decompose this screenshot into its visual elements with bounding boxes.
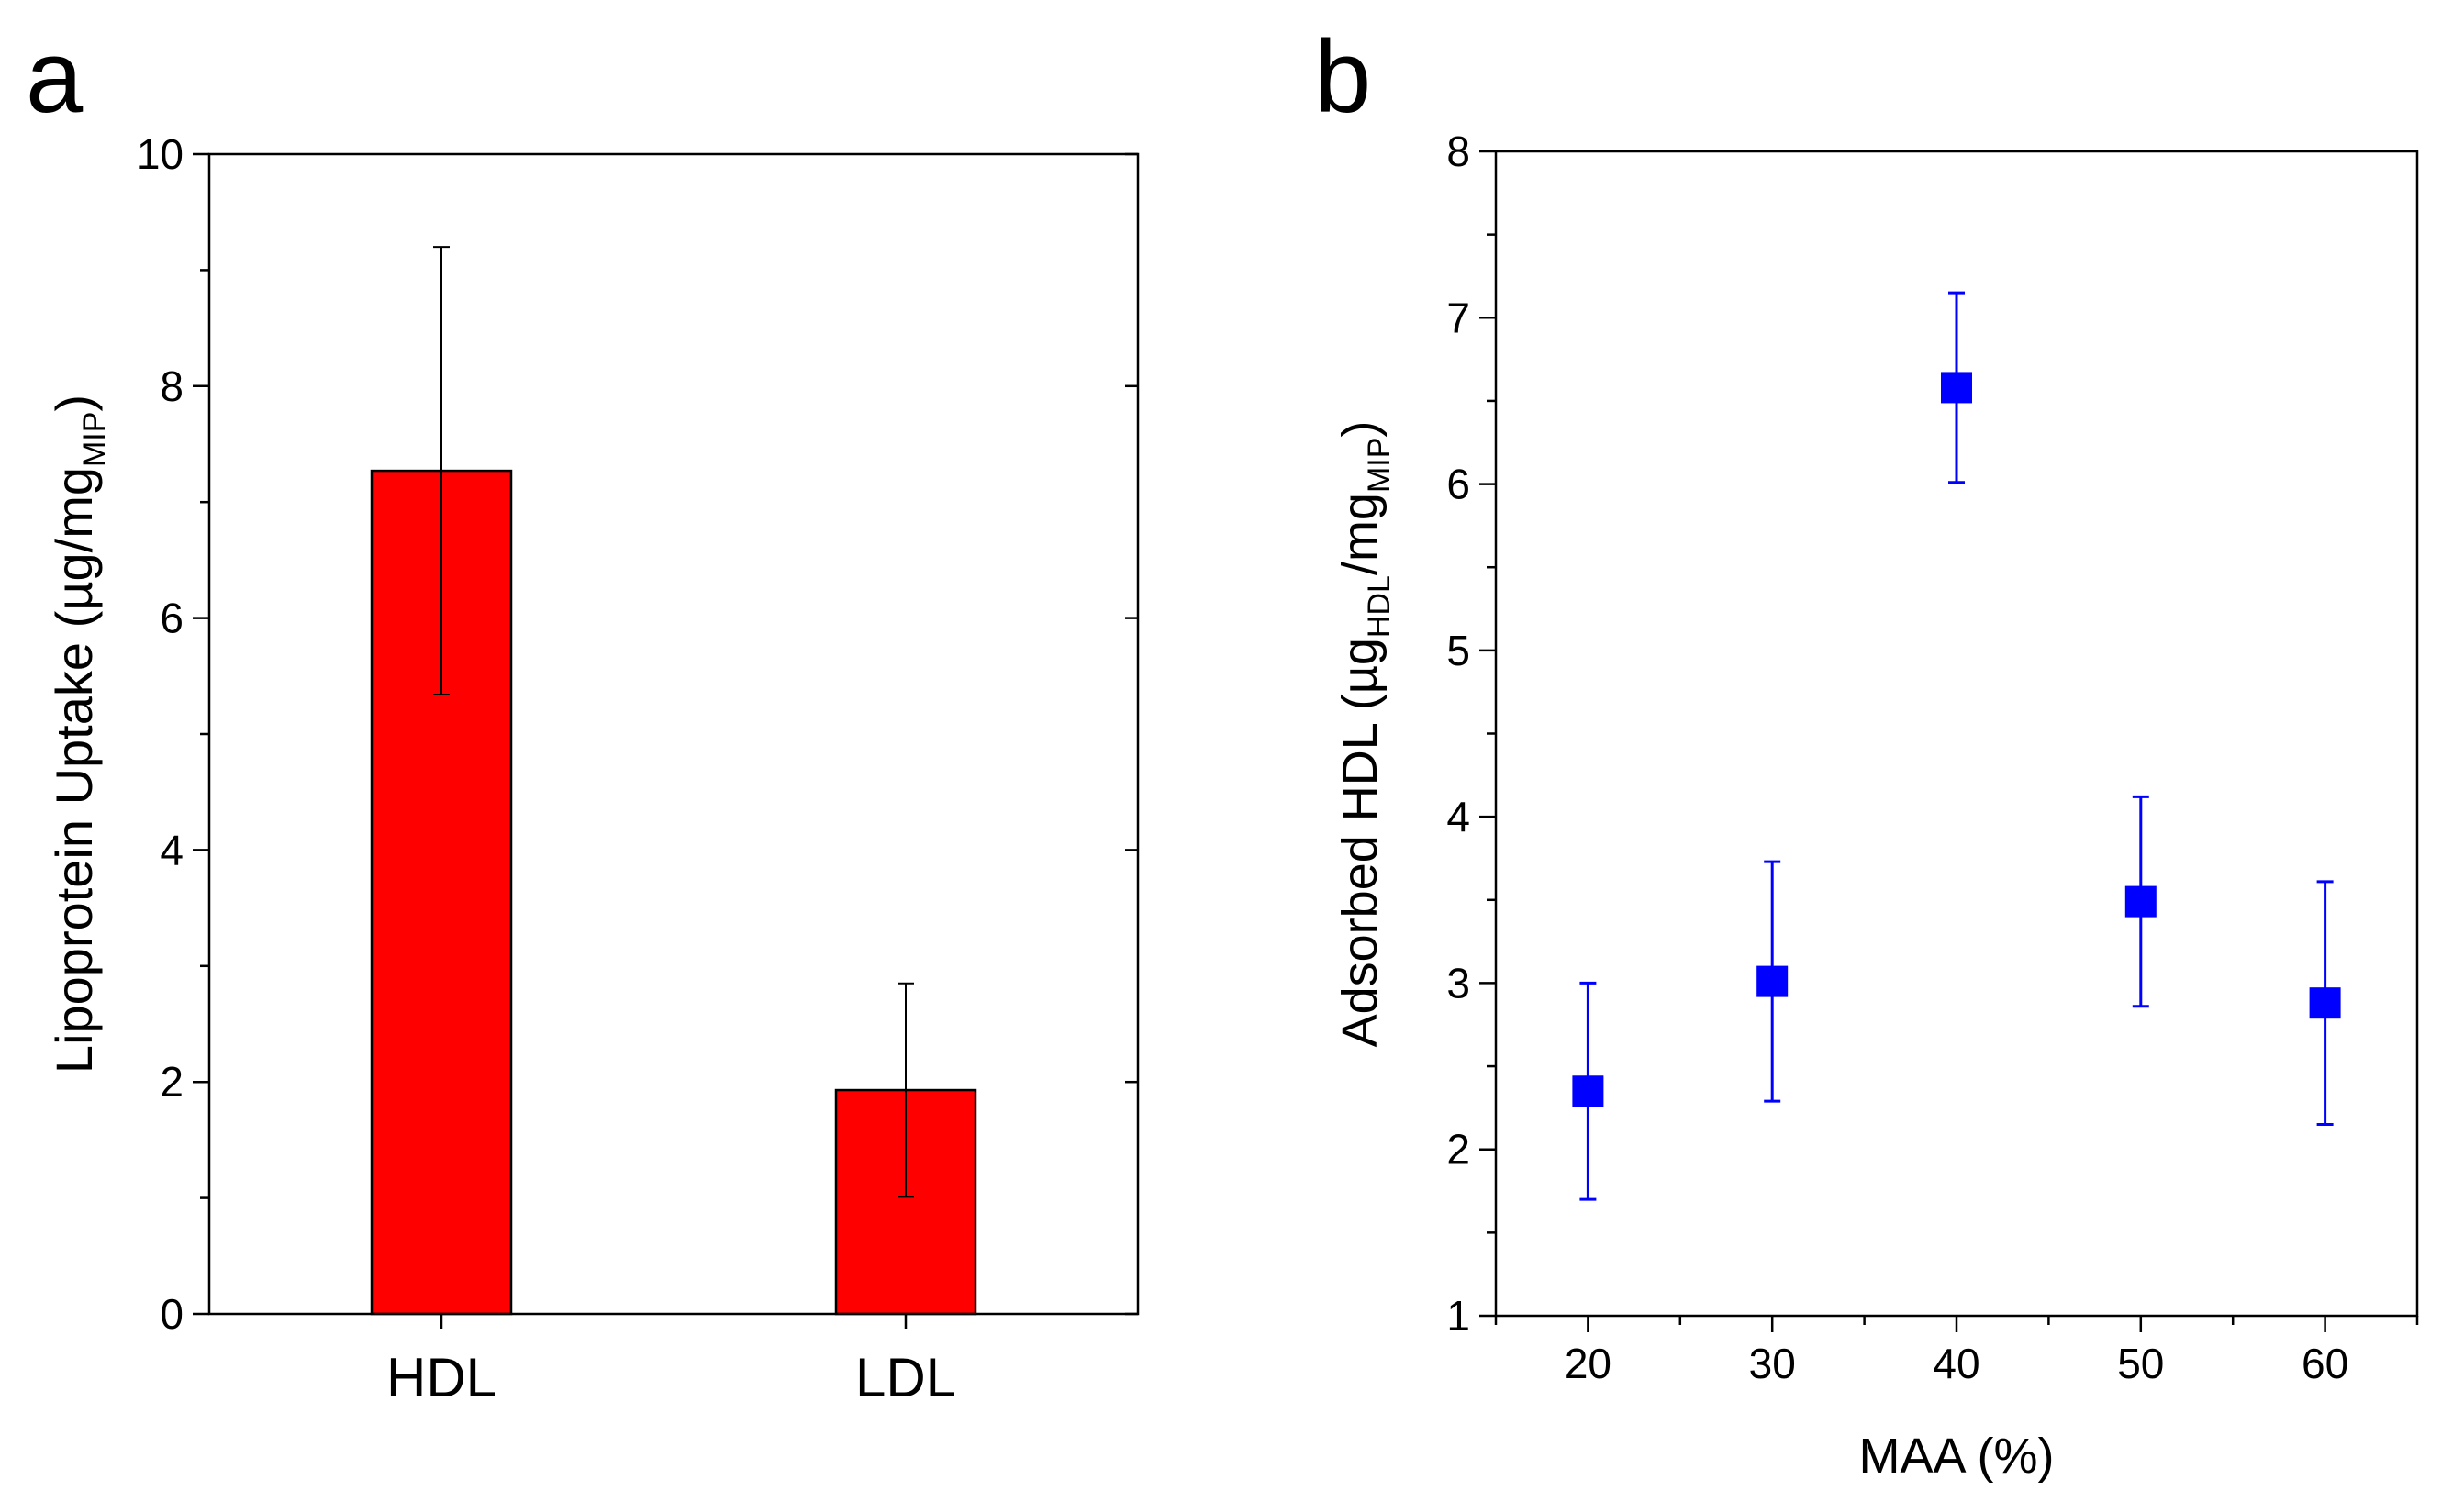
x-tick-label-b: 30 — [1749, 1340, 1796, 1387]
y-tick-label-b: 2 — [1446, 1126, 1470, 1174]
y-axis-title-b: Adsorbed HDL (µgHDL/mgMIP) — [1332, 421, 1397, 1048]
plot-frame-a — [207, 152, 1140, 1316]
y-tick-label-b: 6 — [1446, 461, 1470, 508]
x-axis-title-b: MAA (%) — [1858, 1429, 2054, 1484]
x-tick-label-b: 50 — [2117, 1340, 2164, 1387]
panel-a: a 0 2 4 6 8 10 HDL LDL Lipoprotein Uptake (µg/… — [26, 19, 1140, 1408]
y-tick-label-b: 7 — [1446, 294, 1470, 341]
y-tick-label-b: 8 — [1446, 128, 1470, 175]
data-point-40 — [1941, 372, 1972, 404]
y-tick-label-a: 2 — [160, 1058, 184, 1106]
y-tick-label-a: 8 — [160, 362, 184, 410]
x-tick-label-b: 40 — [1933, 1340, 1979, 1387]
x-tick-label-a: LDL — [855, 1347, 956, 1408]
x-tick-label-b: 20 — [1565, 1340, 1611, 1387]
x-tick-label-b: 60 — [2302, 1340, 2348, 1387]
y-tick-label-a: 6 — [160, 595, 184, 642]
panel-letter-a: a — [26, 19, 84, 134]
y-tick-label-a: 0 — [160, 1290, 184, 1338]
panel-letter-b: b — [1314, 19, 1371, 134]
y-tick-label-b: 3 — [1446, 959, 1470, 1007]
y-tick-label-b: 5 — [1446, 627, 1470, 674]
data-point-60 — [2309, 987, 2341, 1019]
y-tick-label-b: 1 — [1446, 1292, 1470, 1340]
data-point-50 — [2124, 885, 2157, 918]
y-tick-label-b: 4 — [1446, 793, 1470, 840]
data-point-20 — [1572, 1075, 1604, 1107]
panel-b: b 1 2 3 4 5 6 7 8 20 30 40 50 60 MAA (%) Adsorbed H… — [1314, 19, 2419, 1484]
y-tick-label-a: 10 — [137, 130, 184, 178]
x-tick-label-a: HDL — [386, 1347, 496, 1408]
y-axis-title-a: Lipoprotein Uptake (µg/mgMIP) — [45, 395, 112, 1074]
y-tick-label-a: 4 — [160, 826, 184, 873]
data-point-30 — [1756, 965, 1789, 997]
